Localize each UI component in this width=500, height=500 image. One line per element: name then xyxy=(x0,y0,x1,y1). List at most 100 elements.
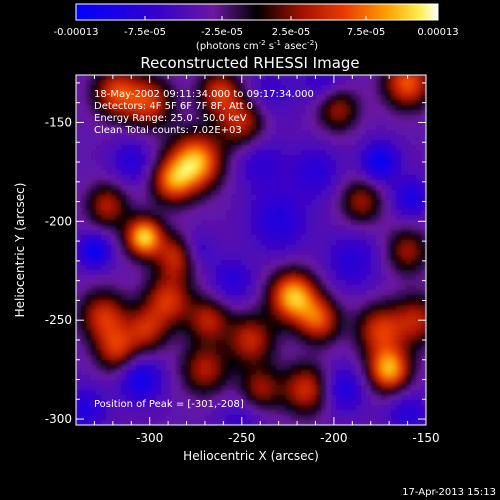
heatmap-cell xyxy=(286,335,292,341)
heatmap-cell xyxy=(351,395,357,401)
heatmap-cell xyxy=(421,90,426,96)
heatmap-cell xyxy=(226,175,232,181)
heatmap-cell xyxy=(301,80,307,86)
heatmap-cell xyxy=(131,285,137,291)
heatmap-cell xyxy=(101,260,107,266)
heatmap-cell xyxy=(116,205,122,211)
heatmap-cell xyxy=(86,235,92,241)
heatmap-cell xyxy=(271,285,277,291)
heatmap-cell xyxy=(181,80,187,86)
heatmap-cell xyxy=(411,160,417,166)
heatmap-cell xyxy=(81,175,87,181)
heatmap-cell xyxy=(311,170,317,176)
heatmap-cell xyxy=(271,315,277,321)
heatmap-cell xyxy=(126,400,132,406)
heatmap-cell xyxy=(211,375,217,381)
heatmap-cell xyxy=(241,415,247,421)
heatmap-cell xyxy=(181,325,187,331)
heatmap-cell xyxy=(181,135,187,141)
heatmap-cell xyxy=(126,155,132,161)
heatmap-cell xyxy=(231,220,237,226)
heatmap-cell xyxy=(381,210,387,216)
heatmap-cell xyxy=(161,225,167,231)
heatmap-cell xyxy=(216,205,222,211)
heatmap-cell xyxy=(221,220,227,226)
heatmap-cell xyxy=(236,355,242,361)
heatmap-cell xyxy=(151,310,157,316)
heatmap-cell xyxy=(301,150,307,156)
heatmap-cell xyxy=(351,165,357,171)
heatmap-cell xyxy=(246,210,252,216)
heatmap-cell xyxy=(81,75,87,81)
heatmap-cell xyxy=(261,335,267,341)
heatmap-cell xyxy=(201,280,207,286)
heatmap-cell xyxy=(161,390,167,396)
heatmap-cell xyxy=(131,280,137,286)
heatmap-cell xyxy=(301,395,307,401)
heatmap-cell xyxy=(181,340,187,346)
heatmap-cell xyxy=(216,410,222,416)
heatmap-cell xyxy=(156,260,162,266)
heatmap-cell xyxy=(151,370,157,376)
heatmap-cell xyxy=(256,140,262,146)
heatmap-cell xyxy=(301,355,307,361)
heatmap-cell xyxy=(216,335,222,341)
heatmap-cell xyxy=(236,100,242,106)
heatmap-cell xyxy=(236,155,242,161)
heatmap-cell xyxy=(321,225,327,231)
heatmap-cell xyxy=(301,145,307,151)
heatmap-cell xyxy=(246,235,252,241)
heatmap-cell xyxy=(301,135,307,141)
heatmap-cell xyxy=(171,180,177,186)
heatmap-cell xyxy=(381,240,387,246)
heatmap-cell xyxy=(236,210,242,216)
heatmap-cell xyxy=(141,315,147,321)
heatmap-cell xyxy=(171,420,177,425)
heatmap-cell xyxy=(291,350,297,356)
heatmap-cell xyxy=(131,405,137,411)
heatmap-cell xyxy=(166,260,172,266)
heatmap-cell xyxy=(321,245,327,251)
heatmap-cell xyxy=(276,300,282,306)
heatmap-cell xyxy=(176,100,182,106)
heatmap-cell xyxy=(371,370,377,376)
heatmap-cell xyxy=(281,385,287,391)
heatmap-cell xyxy=(336,170,342,176)
heatmap-cell xyxy=(331,360,337,366)
heatmap-cell xyxy=(351,280,357,286)
heatmap-cell xyxy=(386,190,392,196)
heatmap-cell xyxy=(201,330,207,336)
heatmap-cell xyxy=(361,335,367,341)
heatmap-cell xyxy=(196,255,202,261)
heatmap-cell xyxy=(351,370,357,376)
heatmap-cell xyxy=(346,335,352,341)
heatmap-cell xyxy=(286,305,292,311)
heatmap-cell xyxy=(231,280,237,286)
heatmap-cell xyxy=(246,385,252,391)
heatmap-cell xyxy=(131,245,137,251)
heatmap-cell xyxy=(156,375,162,381)
heatmap-cell xyxy=(331,160,337,166)
heatmap-cell xyxy=(326,335,332,341)
heatmap-cell xyxy=(311,395,317,401)
heatmap-cell xyxy=(276,125,282,131)
heatmap-cell xyxy=(356,305,362,311)
heatmap-cell xyxy=(376,325,382,331)
heatmap-cell xyxy=(221,145,227,151)
heatmap-cell xyxy=(346,265,352,271)
heatmap-cell xyxy=(101,290,107,296)
heatmap-cell xyxy=(296,155,302,161)
heatmap-cell xyxy=(311,100,317,106)
heatmap-cell xyxy=(81,350,87,356)
y-tick-label: -200 xyxy=(45,214,72,228)
heatmap-cell xyxy=(246,215,252,221)
heatmap-cell xyxy=(151,300,157,306)
heatmap-cell xyxy=(386,85,392,91)
heatmap-cell xyxy=(361,330,367,336)
heatmap-cell xyxy=(296,185,302,191)
heatmap-cell xyxy=(236,235,242,241)
heatmap-cell xyxy=(261,270,267,276)
heatmap-cell xyxy=(351,175,357,181)
heatmap-cell xyxy=(226,405,232,411)
heatmap-cell xyxy=(131,395,137,401)
